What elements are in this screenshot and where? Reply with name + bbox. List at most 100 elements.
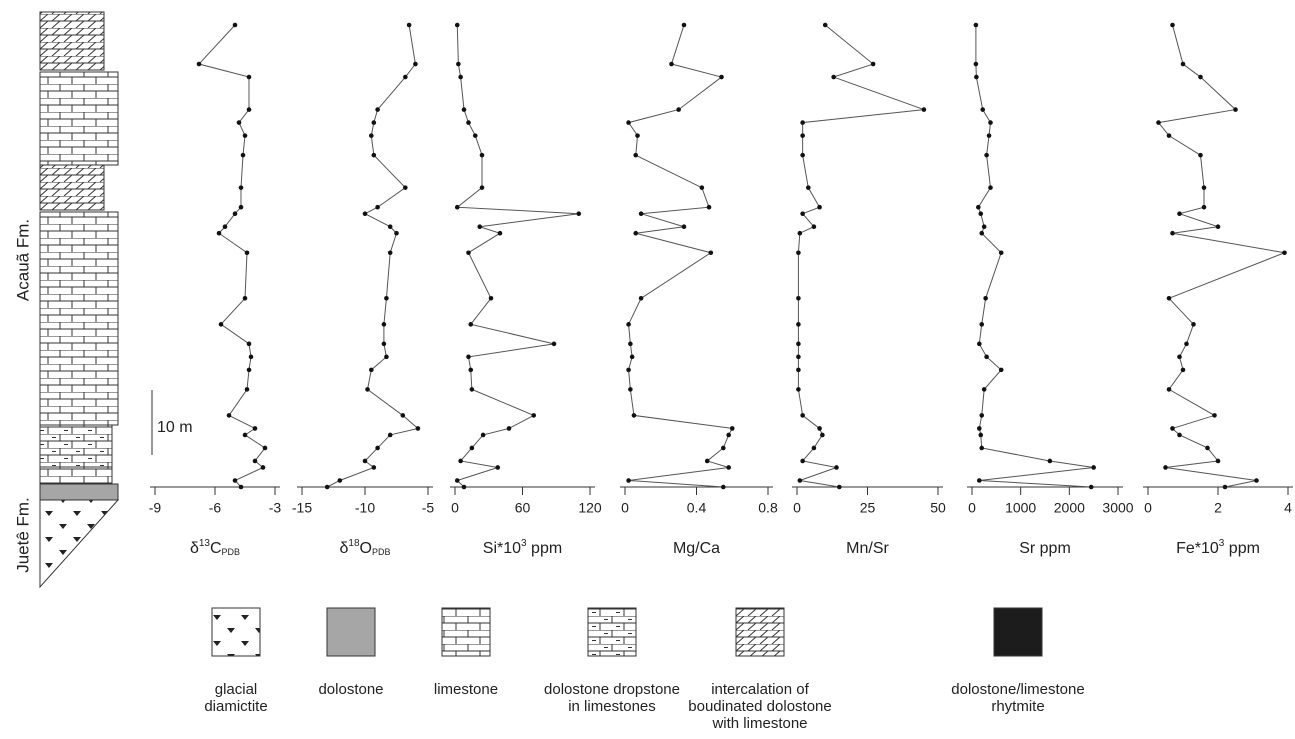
x-axis-label-part: Si*10	[483, 540, 521, 557]
sample-point	[1181, 368, 1186, 373]
sample-point	[1091, 465, 1096, 470]
sample-point	[372, 465, 377, 470]
x-tick-label: 2000	[1054, 500, 1085, 516]
sample-point	[466, 355, 471, 360]
x-axis-label-part: PDB	[372, 547, 391, 557]
sample-point	[988, 185, 993, 190]
legend-label: in limestones	[568, 698, 656, 715]
sample-point	[800, 133, 805, 138]
sample-point	[507, 426, 512, 431]
x-axis-label-part: O	[360, 540, 372, 557]
sample-point	[726, 465, 731, 470]
sample-point	[369, 133, 374, 138]
formation-label: Juetê Fm.	[13, 497, 32, 573]
lithology-legend	[212, 608, 1042, 656]
sample-point	[365, 387, 370, 392]
profile-line	[629, 25, 733, 487]
sample-point	[1216, 459, 1221, 464]
sample-point	[1212, 413, 1217, 418]
sample-point	[388, 224, 393, 229]
sample-point	[1089, 485, 1094, 490]
sample-point	[796, 342, 801, 347]
sample-point	[455, 23, 460, 28]
sample-point	[1198, 153, 1203, 158]
sample-point	[1223, 485, 1228, 490]
sample-point	[800, 459, 805, 464]
x-tick-label: -15	[292, 500, 312, 516]
legend-label: diamictite	[204, 698, 267, 715]
sample-point	[394, 231, 399, 236]
sample-point	[223, 224, 228, 229]
sample-point	[456, 62, 461, 67]
sample-point	[363, 459, 368, 464]
x-tick-label: 0	[621, 500, 629, 516]
x-axis-label-part: δ	[190, 540, 199, 557]
sample-point	[979, 322, 984, 327]
sample-point	[375, 205, 380, 210]
sample-point	[1167, 387, 1172, 392]
x-tick-label: -10	[355, 500, 375, 516]
profile-line	[976, 25, 1094, 487]
x-axis-label-part: ppm	[527, 540, 563, 557]
sample-point	[817, 205, 822, 210]
sample-point	[682, 224, 687, 229]
formation-label: Acauã Fm.	[13, 219, 32, 301]
x-tick-label: -9	[149, 500, 162, 516]
sample-point	[817, 426, 822, 431]
sample-point	[1170, 23, 1175, 28]
sample-point	[796, 322, 801, 327]
sample-point	[338, 478, 343, 483]
sample-point	[721, 485, 726, 490]
sample-point	[1167, 296, 1172, 301]
sample-point	[245, 387, 250, 392]
sample-point	[796, 368, 801, 373]
sample-point	[676, 107, 681, 112]
sample-point	[705, 459, 710, 464]
sample-point	[470, 446, 475, 451]
sample-point	[980, 107, 985, 112]
x-axis-label: Mg/Ca	[673, 540, 720, 557]
sample-point	[466, 120, 471, 125]
sample-point	[382, 342, 387, 347]
sample-point	[237, 120, 242, 125]
x-axis-label-part: Mn/Sr	[846, 540, 889, 557]
sample-point	[384, 296, 389, 301]
legend-label: boudinated dolostone	[688, 698, 831, 715]
sample-point	[982, 224, 987, 229]
x-axis-label: Sr ppm	[1019, 540, 1071, 557]
sample-point	[239, 205, 244, 210]
sample-point	[261, 465, 266, 470]
sample-point	[375, 107, 380, 112]
legend-label: rhytmite	[991, 698, 1044, 715]
x-axis-label-part: ppm	[1224, 540, 1260, 557]
sample-point	[388, 250, 393, 255]
sample-point	[1181, 62, 1186, 67]
sample-point	[458, 459, 463, 464]
sample-point	[375, 446, 380, 451]
x-tick-label: 1000	[1005, 500, 1036, 516]
sample-point	[197, 62, 202, 67]
sample-point	[498, 231, 503, 236]
sample-point	[639, 211, 644, 216]
sample-point	[1216, 224, 1221, 229]
sample-point	[1177, 355, 1182, 360]
sample-point	[369, 368, 374, 373]
sample-point	[707, 205, 712, 210]
sample-point	[239, 485, 244, 490]
sample-point	[403, 185, 408, 190]
sample-point	[372, 120, 377, 125]
sample-point	[253, 459, 258, 464]
sample-point	[626, 368, 631, 373]
sample-point	[489, 296, 494, 301]
sample-point	[388, 433, 393, 438]
sample-point	[823, 23, 828, 28]
sample-point	[834, 465, 839, 470]
sample-point	[871, 62, 876, 67]
sample-point	[480, 153, 485, 158]
sample-point	[458, 75, 463, 80]
sample-point	[243, 433, 248, 438]
x-tick-label: 120	[578, 500, 602, 516]
sample-point	[800, 413, 805, 418]
sample-point	[798, 478, 803, 483]
sample-point	[241, 153, 246, 158]
